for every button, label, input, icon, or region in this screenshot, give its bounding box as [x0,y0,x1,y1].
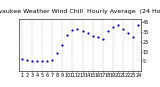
Point [86,32,89,34]
Point [107,30,109,32]
Point [36,61,38,62]
Point [20,58,23,59]
Point [117,24,119,26]
Point [71,29,74,31]
Point [112,26,114,28]
Point [96,36,99,38]
Point [91,35,94,37]
Point [25,59,28,60]
Point [132,36,134,38]
Point [66,34,69,36]
Point [41,60,43,61]
Point [76,28,79,30]
Point [56,52,59,53]
Point [122,28,124,30]
Point [81,30,84,32]
Text: Milwaukee Weather Wind Chill  Hourly Average  (24 Hours): Milwaukee Weather Wind Chill Hourly Aver… [0,9,160,14]
Point [61,44,64,45]
Point [127,32,129,34]
Point [51,59,53,60]
Point [101,38,104,39]
Point [46,60,48,61]
Point [137,24,140,26]
Point [31,61,33,62]
